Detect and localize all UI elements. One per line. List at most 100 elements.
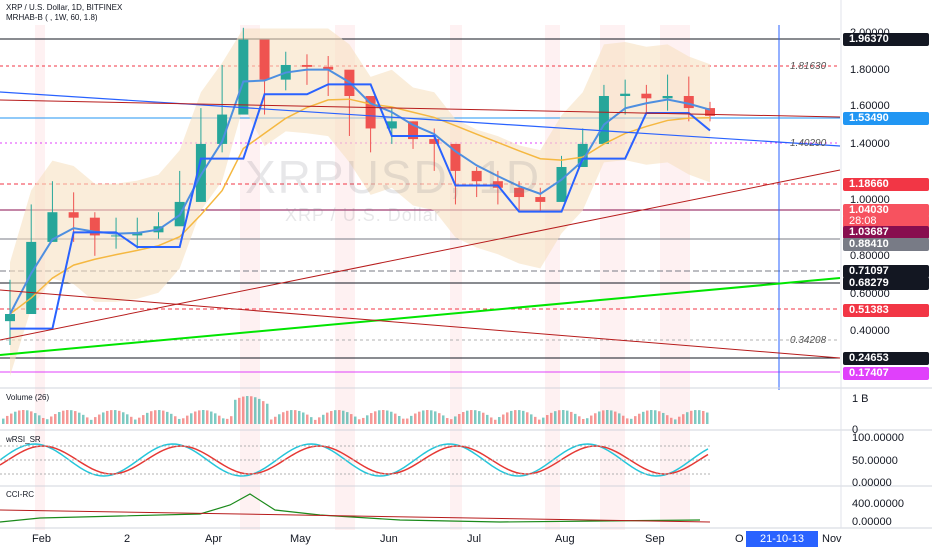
- price-tag[interactable]: 1.96370: [843, 33, 929, 46]
- price-axis-label: 0.80000: [850, 250, 890, 262]
- price-tag[interactable]: 1.18660: [843, 178, 929, 191]
- volume-bar: [646, 410, 649, 424]
- candle-body: [577, 143, 588, 167]
- volume-bar: [550, 412, 553, 424]
- time-axis-label: Nov: [822, 533, 842, 545]
- volume-bar: [470, 410, 473, 424]
- time-axis-label: May: [290, 533, 311, 545]
- volume-bar: [642, 411, 645, 424]
- volume-bar: [418, 411, 421, 424]
- volume-bar: [186, 415, 189, 424]
- trendline: [0, 277, 841, 356]
- candle-body: [662, 95, 673, 99]
- volume-bar: [182, 418, 185, 424]
- candle-body: [323, 66, 334, 70]
- volume-bar: [326, 412, 329, 424]
- volume-bar: [438, 413, 441, 424]
- volume-bar: [498, 417, 501, 424]
- candle-body: [47, 212, 58, 242]
- time-axis-label: 2: [124, 533, 131, 545]
- price-tag[interactable]: 1.03687: [843, 226, 929, 239]
- volume-bar: [294, 410, 297, 424]
- volume-bar: [694, 410, 697, 424]
- volume-bar: [666, 415, 669, 424]
- volume-bar: [242, 396, 245, 424]
- volume-bar: [506, 412, 509, 424]
- cci-pane-title[interactable]: CCI-RC: [6, 490, 34, 499]
- candle-body: [535, 197, 546, 202]
- volume-pane-title[interactable]: Volume (26): [6, 393, 50, 402]
- price-tag[interactable]: 1.53490: [843, 112, 929, 125]
- candle-body: [5, 314, 15, 322]
- volume-bar: [502, 414, 505, 424]
- volume-bar: [290, 410, 293, 424]
- volume-bar: [66, 410, 69, 424]
- volume-bar: [250, 396, 253, 424]
- volume-bar: [150, 411, 153, 424]
- volume-bar: [334, 410, 337, 424]
- bollinger-band: [10, 28, 710, 377]
- price-tag[interactable]: 0.68279: [843, 277, 929, 290]
- volume-bar: [462, 412, 465, 424]
- candle-body: [238, 39, 249, 115]
- wrsi-axis-label: 0.00000: [852, 477, 892, 489]
- volume-bar: [698, 410, 701, 424]
- volume-bar: [278, 414, 281, 424]
- volume-bar: [10, 413, 13, 424]
- volume-bar: [690, 410, 693, 424]
- price-tag[interactable]: 0.88410: [843, 238, 929, 251]
- wrsi-pane-title[interactable]: wRSI_SR: [6, 435, 41, 444]
- volume-bar: [686, 412, 689, 424]
- volume-bar: [206, 410, 209, 424]
- volume-bar: [398, 415, 401, 424]
- trendline-layer[interactable]: [0, 91, 841, 359]
- volume-bar: [202, 410, 205, 424]
- candle-body: [217, 114, 228, 144]
- fast-moving-average: [9, 68, 711, 315]
- volume-bar: [554, 411, 557, 424]
- volume-bar: [474, 410, 477, 424]
- price-tag[interactable]: 0.51383: [843, 304, 929, 317]
- candle-body: [429, 139, 440, 144]
- volume-bar: [210, 411, 213, 424]
- volume-bar: [530, 414, 533, 424]
- volume-bar: [302, 412, 305, 424]
- price-axis-label: 1.40000: [850, 138, 890, 150]
- symbol-title[interactable]: XRP / U.S. Dollar, 1D, BITFINEX: [6, 3, 123, 12]
- volume-bar: [618, 413, 621, 424]
- volume-bar: [358, 419, 361, 424]
- volume-bar: [214, 413, 217, 424]
- last-price-tag[interactable]: 1.04030: [843, 204, 929, 217]
- time-axis-label: O: [735, 533, 744, 545]
- price-tag[interactable]: 0.24653: [843, 352, 929, 365]
- wrsi-axis-label: 100.00000: [852, 432, 904, 444]
- time-axis-label: Sep: [645, 533, 665, 545]
- volume-bar: [70, 410, 73, 424]
- price-axis-label: 0.40000: [850, 325, 890, 337]
- bollinger-band-layer: [10, 28, 710, 377]
- volume-bar: [338, 410, 341, 424]
- indicator-title[interactable]: MRHAB-B ( , 1W, 60, 1.8): [6, 13, 98, 22]
- volume-bar: [578, 416, 581, 424]
- volume-bar: [38, 415, 41, 424]
- volume-bar: [370, 413, 373, 424]
- time-axis-label: Feb: [32, 533, 51, 545]
- volume-bar: [422, 410, 425, 424]
- volume-bar: [510, 410, 513, 424]
- price-tag[interactable]: 0.17407: [843, 367, 929, 380]
- volume-bar: [222, 418, 225, 424]
- volume-bar: [114, 410, 117, 424]
- candle-body: [556, 166, 567, 202]
- volume-bar: [190, 413, 193, 424]
- price-tag[interactable]: 0.71097: [843, 265, 929, 278]
- volume-bar: [414, 413, 417, 424]
- volume-bar: [514, 410, 517, 424]
- wrsi-axis-label: 50.00000: [852, 455, 898, 467]
- volume-bar: [254, 397, 257, 424]
- volume-bar: [42, 417, 45, 424]
- volume-bar: [230, 416, 233, 424]
- volume-bar: [170, 413, 173, 424]
- volume-bar: [610, 410, 613, 424]
